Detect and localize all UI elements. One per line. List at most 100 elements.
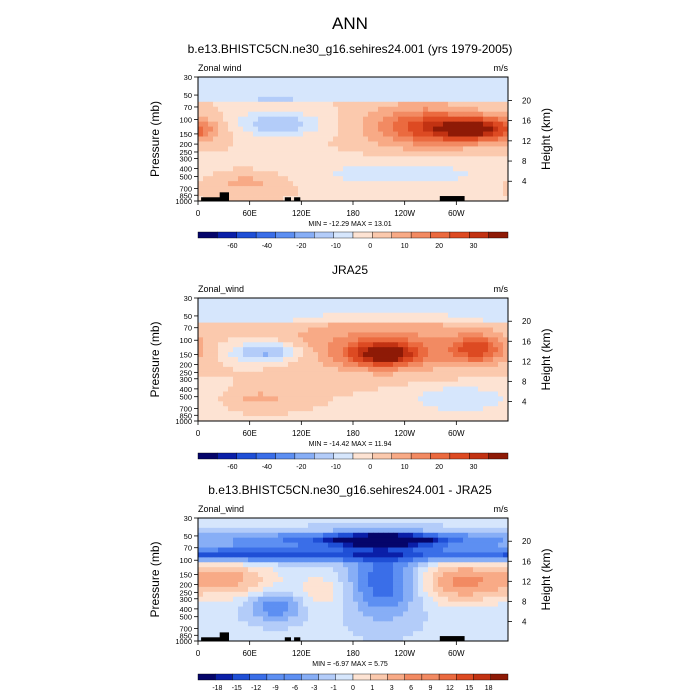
heatmap-cell — [203, 176, 209, 182]
heatmap-cell — [198, 537, 204, 543]
heatmap-cell — [333, 161, 339, 167]
heatmap-cell — [493, 606, 499, 612]
heatmap-cell — [268, 352, 274, 358]
heatmap-cell — [433, 302, 439, 309]
heatmap-cell — [223, 347, 229, 353]
heatmap-cell — [473, 322, 479, 328]
heatmap-cell — [328, 596, 334, 603]
heatmap-cell — [368, 332, 374, 338]
heatmap-cell — [328, 567, 334, 573]
heatmap-cell — [448, 391, 454, 397]
heatmap-cell — [373, 542, 379, 548]
heatmap-cell — [353, 371, 359, 378]
colorbar-label: 12 — [446, 685, 454, 692]
heatmap-cell — [383, 91, 389, 98]
heatmap-cell — [488, 96, 494, 103]
topography-block — [439, 196, 465, 201]
heatmap-cell — [283, 126, 289, 132]
heatmap-cell — [328, 317, 334, 323]
heatmap-cell — [338, 552, 344, 558]
heatmap-cell — [353, 96, 359, 103]
heatmap-cell — [288, 591, 294, 598]
heatmap-cell — [443, 312, 449, 319]
heatmap-cell — [493, 116, 499, 123]
heatmap-cell — [223, 317, 229, 323]
heatmap-cell — [263, 527, 269, 534]
heatmap-cell — [243, 96, 249, 103]
heatmap-cell — [263, 136, 269, 142]
heatmap-cell — [448, 307, 454, 314]
y-tick-label: 150 — [179, 130, 192, 139]
heatmap-cell — [378, 342, 384, 348]
heatmap-cell — [408, 596, 414, 603]
heatmap-cell — [478, 121, 484, 127]
heatmap-cell — [493, 518, 499, 524]
heatmap-cell — [238, 111, 244, 118]
heatmap-cell — [483, 141, 489, 147]
heatmap-cell — [373, 186, 379, 192]
heatmap-cell — [448, 567, 454, 573]
heatmap-cell — [223, 307, 229, 314]
heatmap-cell — [343, 621, 349, 627]
heatmap-cell — [498, 616, 504, 622]
heatmap-cell — [323, 366, 329, 373]
heatmap-cell — [238, 562, 244, 568]
heatmap-cell — [243, 577, 249, 583]
heatmap-cell — [418, 626, 424, 632]
heatmap-cell — [478, 396, 484, 402]
heatmap-cell — [433, 91, 439, 98]
heatmap-cell — [238, 171, 244, 177]
heatmap-cell — [398, 591, 404, 598]
heatmap-cell — [293, 361, 299, 368]
heatmap-cell — [328, 518, 334, 524]
colorbar: -60 -40 -20 -10 0 10 20 30 — [197, 231, 509, 250]
heatmap-cell — [413, 376, 419, 383]
heatmap-cell — [343, 312, 349, 319]
heatmap-cell — [323, 401, 329, 407]
heatmap-cell — [358, 181, 364, 187]
heatmap-cell — [298, 416, 304, 422]
heatmap-cell — [463, 381, 469, 387]
heatmap-cell — [458, 332, 464, 338]
heatmap-cell — [498, 342, 504, 348]
heatmap-cell — [203, 522, 209, 529]
heatmap-cell — [223, 126, 229, 132]
heatmap-cell — [228, 376, 234, 383]
heatmap-cell — [433, 406, 439, 412]
heatmap-cell — [268, 342, 274, 348]
heatmap-cell — [373, 562, 379, 568]
heatmap-cell — [413, 332, 419, 338]
heatmap-cell — [328, 522, 334, 529]
heatmap-cell — [403, 146, 409, 152]
heatmap-cell — [443, 176, 449, 182]
heatmap-cell — [293, 298, 299, 304]
heatmap-cell — [228, 386, 234, 392]
heatmap-cell — [273, 312, 279, 319]
heatmap-cell — [398, 636, 404, 642]
heatmap-cell — [338, 611, 344, 617]
heatmap-cell — [393, 411, 399, 417]
heatmap-cell — [373, 611, 379, 617]
heatmap-cell — [283, 581, 289, 588]
heatmap-cell — [248, 581, 254, 588]
heatmap-cell — [283, 547, 289, 553]
heatmap-cell — [403, 352, 409, 358]
heatmap-cell — [468, 91, 474, 98]
heatmap-cell — [198, 527, 204, 534]
heatmap-cell — [288, 332, 294, 338]
heatmap-cell — [428, 96, 434, 103]
heatmap-cell — [353, 581, 359, 588]
heatmap-cell — [323, 557, 329, 563]
heatmap-cell — [438, 77, 444, 83]
heatmap-cell — [463, 126, 469, 132]
heatmap-cell — [478, 552, 484, 558]
heatmap-cell — [263, 376, 269, 383]
heatmap-cell — [428, 176, 434, 182]
heatmap-cell — [233, 572, 239, 578]
heatmap-cell — [303, 337, 309, 343]
heatmap-cell — [348, 352, 354, 358]
heatmap-cell — [313, 601, 319, 607]
heatmap-cell — [213, 601, 219, 607]
heatmap-cell — [258, 86, 264, 93]
